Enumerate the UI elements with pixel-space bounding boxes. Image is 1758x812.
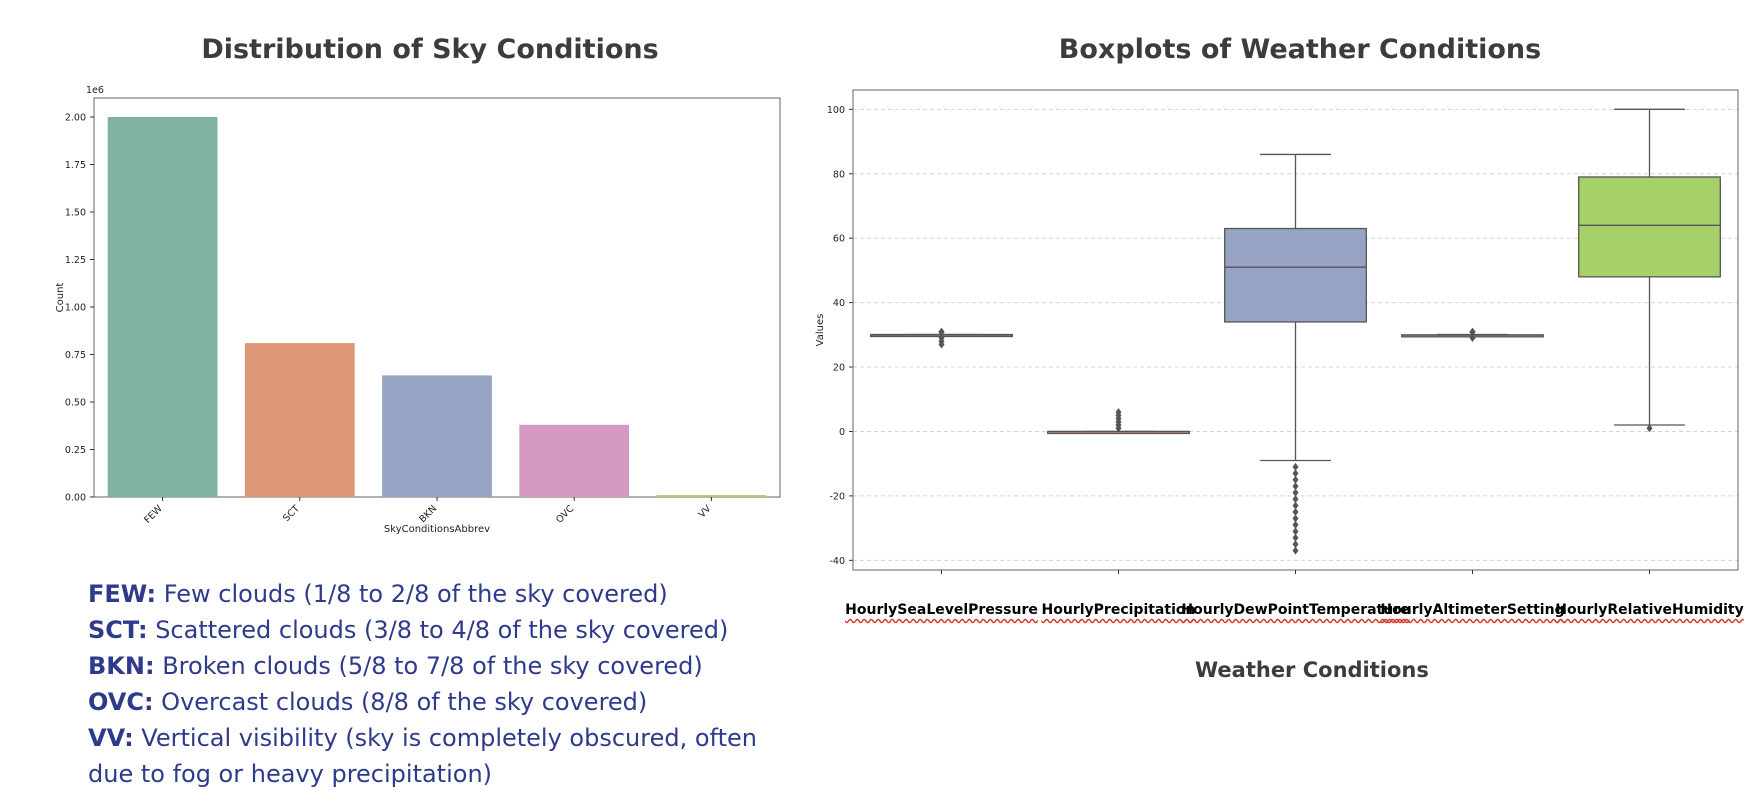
- y-tick-label: -20: [829, 491, 845, 502]
- box-hourlydewpointtemperature: [1224, 227, 1367, 323]
- category-label: HourlyRelativeHumidity: [1555, 602, 1744, 618]
- y-tick-label: 100: [827, 105, 845, 116]
- legend-item-ovc: OVC: Overcast clouds (8/8 of the sky cov…: [88, 684, 808, 720]
- y-axis-label: Values: [815, 314, 826, 347]
- outlier-point: [1292, 495, 1299, 504]
- legend-desc: Vertical visibility (sky is completely o…: [88, 724, 757, 788]
- y-tick-label: 0: [839, 427, 845, 438]
- bar-ovc: [519, 424, 630, 497]
- y-tick-label: 0.75: [65, 350, 86, 361]
- y-tick-label: 1.50: [65, 208, 86, 219]
- y-tick-label: 0.00: [65, 493, 86, 504]
- legend-desc: Scattered clouds (3/8 to 4/8 of the sky …: [147, 616, 729, 644]
- legend-item-few: FEW: Few clouds (1/8 to 2/8 of the sky c…: [88, 576, 808, 612]
- bar-few: [107, 117, 218, 497]
- outlier-point: [1292, 533, 1299, 542]
- legend-desc: Overcast clouds (8/8 of the sky covered): [153, 688, 648, 716]
- outlier-point: [1292, 514, 1299, 523]
- y-tick-label: 1.00: [65, 303, 86, 314]
- outlier-point: [1469, 334, 1476, 343]
- legend-desc: Few clouds (1/8 to 2/8 of the sky covere…: [156, 580, 668, 608]
- legend-item-sct: SCT: Scattered clouds (3/8 to 4/8 of the…: [88, 612, 808, 648]
- y-axis-label: Count: [55, 283, 66, 313]
- legend-abbr: VV:: [88, 724, 134, 752]
- box-hourlyrelativehumidity: [1578, 176, 1721, 278]
- boxplot-x-axis-label: Weather Conditions: [1195, 658, 1429, 682]
- legend-item-bkn: BKN: Broken clouds (5/8 to 7/8 of the sk…: [88, 648, 808, 684]
- outlier-point: [938, 334, 945, 343]
- outlier-point: [1292, 540, 1299, 549]
- legend-abbr: OVC:: [88, 688, 154, 716]
- outlier-point: [1292, 482, 1299, 491]
- y-tick-label: 80: [833, 169, 845, 180]
- outlier-point: [1292, 527, 1299, 536]
- bar-sct: [244, 343, 355, 497]
- y-tick-label: 40: [833, 298, 845, 309]
- legend-abbr: BKN:: [88, 652, 155, 680]
- outlier-point: [1292, 469, 1299, 478]
- outlier-point: [1292, 508, 1299, 517]
- y-tick-label: 20: [833, 363, 845, 374]
- x-axis-label: SkyConditionsAbbrev: [384, 524, 490, 535]
- y-tick-label: 60: [833, 234, 845, 245]
- outlier-point: [1292, 520, 1299, 529]
- y-tick-label: -40: [829, 556, 845, 567]
- legend-abbr: FEW:: [88, 580, 157, 608]
- outlier-point: [1646, 424, 1653, 433]
- bar-vv: [656, 495, 767, 497]
- y-tick-label: 0.50: [65, 398, 86, 409]
- category-label: HourlyPrecipitation: [1041, 602, 1196, 618]
- bar-bkn: [382, 375, 492, 497]
- y-tick-label: 2.00: [65, 113, 86, 124]
- outlier-point: [1292, 462, 1299, 471]
- y-tick-label: 1.75: [65, 160, 86, 171]
- sky-conditions-title: Distribution of Sky Conditions: [201, 34, 659, 65]
- outlier-point: [1292, 501, 1299, 510]
- outlier-point: [1292, 546, 1299, 555]
- outlier-point: [1292, 488, 1299, 497]
- y-tick-label: 0.25: [65, 445, 86, 456]
- category-label: HourlyAltimeterSetting: [1380, 602, 1565, 618]
- y-offset-label: 1e6: [86, 85, 104, 96]
- y-tick-label: 1.25: [65, 255, 86, 266]
- legend-desc: Broken clouds (5/8 to 7/8 of the sky cov…: [154, 652, 703, 680]
- outlier-point: [938, 327, 945, 336]
- legend-abbr: SCT:: [88, 616, 148, 644]
- outlier-point: [1292, 475, 1299, 484]
- legend-item-vv: VV: Vertical visibility (sky is complete…: [88, 720, 808, 792]
- boxplots-title: Boxplots of Weather Conditions: [1058, 34, 1542, 65]
- outlier-point: [1469, 327, 1476, 336]
- sky-legend: FEW: Few clouds (1/8 to 2/8 of the sky c…: [88, 576, 808, 792]
- category-label: HourlySeaLevelPressure: [845, 602, 1038, 618]
- category-label: HourlyDewPointTemperature: [1181, 602, 1410, 618]
- outlier-point: [1115, 408, 1122, 417]
